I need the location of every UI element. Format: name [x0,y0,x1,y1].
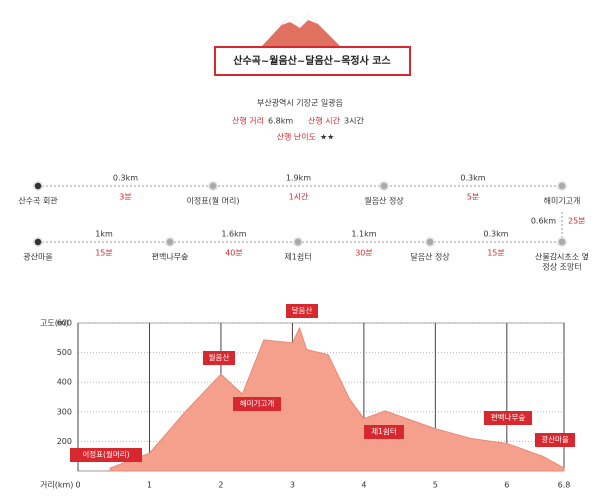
x-tick-label: 6.8 [558,481,571,490]
route-node [33,181,43,191]
annotation: 광산마을 [541,434,569,444]
node-name: 제1쉼터 [284,252,311,262]
x-tick-label: 1 [147,481,152,490]
segment-distance: 1.6km [221,230,246,239]
connector-time: 25분 [568,217,586,226]
elevation-area [109,326,565,472]
node-name: 월음산 정상 [364,196,404,206]
route-node [165,237,175,247]
node-name: 편백나무숲 [152,252,189,262]
node-name: 이정표(월 머리) [187,196,240,206]
segment-time: 40분 [225,249,243,258]
x-tick-label: 0 [75,481,80,490]
node-name: 산수곡 회관 [18,196,58,206]
difficulty: ★★ [320,133,334,142]
segment-time: 30분 [355,249,373,258]
location: 부산광역시 기장군 일광읍 [257,98,343,108]
annotation-box [286,304,318,318]
y-tick-label: 600 [57,319,72,328]
annotation-box [203,351,235,365]
connector-distance: 0.6km [531,217,556,226]
route-node [33,237,43,247]
x-axis-label: 거리(km) [40,481,73,490]
x-tick-label: 4 [361,481,366,490]
segment-time: 5분 [467,193,479,202]
segment-distance: 0.3km [483,230,508,239]
segment-distance: 0.3km [113,174,138,183]
segment-time: 3분 [119,193,131,202]
segment-distance: 1.1km [351,230,376,239]
title: 산수곡~월음산~달음산~옥정사 코스 [233,54,390,67]
y-tick-label: 200 [57,437,72,446]
y-axis-label: 고도(m) [40,319,69,328]
mountain-icon [262,14,340,46]
annotation: 월음산 [209,352,230,362]
node-name: 정상 조망터 [542,262,581,272]
annotation-box [535,433,575,447]
annotation-box [233,397,281,411]
annotation: 이정표(월머리) [82,449,129,459]
y-tick-label: 500 [57,348,72,357]
node-name: 해미기고개 [544,196,581,206]
segment-time: 15분 [487,249,505,258]
annotation: 편백나무숲 [491,412,526,422]
route-node [208,181,218,191]
node-name: 광산마을 [23,252,52,262]
y-tick-label: 400 [57,378,72,387]
segment-distance: 1km [95,230,113,239]
annotation: 해미기고개 [240,398,275,408]
route-node [557,181,567,191]
distance-label: 산행 거리 [232,116,264,126]
x-tick-label: 2 [218,481,223,490]
segment-time: 15분 [95,249,113,258]
annotation: 제1쉼터 [371,426,396,436]
time: 3시간 [344,116,364,126]
route-node [557,237,567,247]
segment-time: 1시간 [289,192,309,202]
route-node [293,237,303,247]
node-name: 달음산 정상 [410,252,450,262]
annotation-box [364,425,404,439]
difficulty-label: 산행 난이도 [277,132,316,142]
x-tick-label: 6 [504,481,509,490]
route-node [379,181,389,191]
y-tick-label: 300 [57,407,72,416]
x-tick-label: 3 [290,481,295,490]
title-box [214,46,411,76]
time-label: 산행 시간 [308,116,341,126]
node-name: 산불감시초소 옆 [535,252,589,262]
segment-distance: 0.3km [460,174,485,183]
annotation-box [70,448,142,462]
route-node [425,237,435,247]
distance: 6.8km [268,117,293,126]
segment-distance: 1.9km [286,174,311,183]
annotation: 달음산 [292,305,313,315]
annotation-box [484,411,532,425]
x-tick-label: 5 [433,481,438,490]
